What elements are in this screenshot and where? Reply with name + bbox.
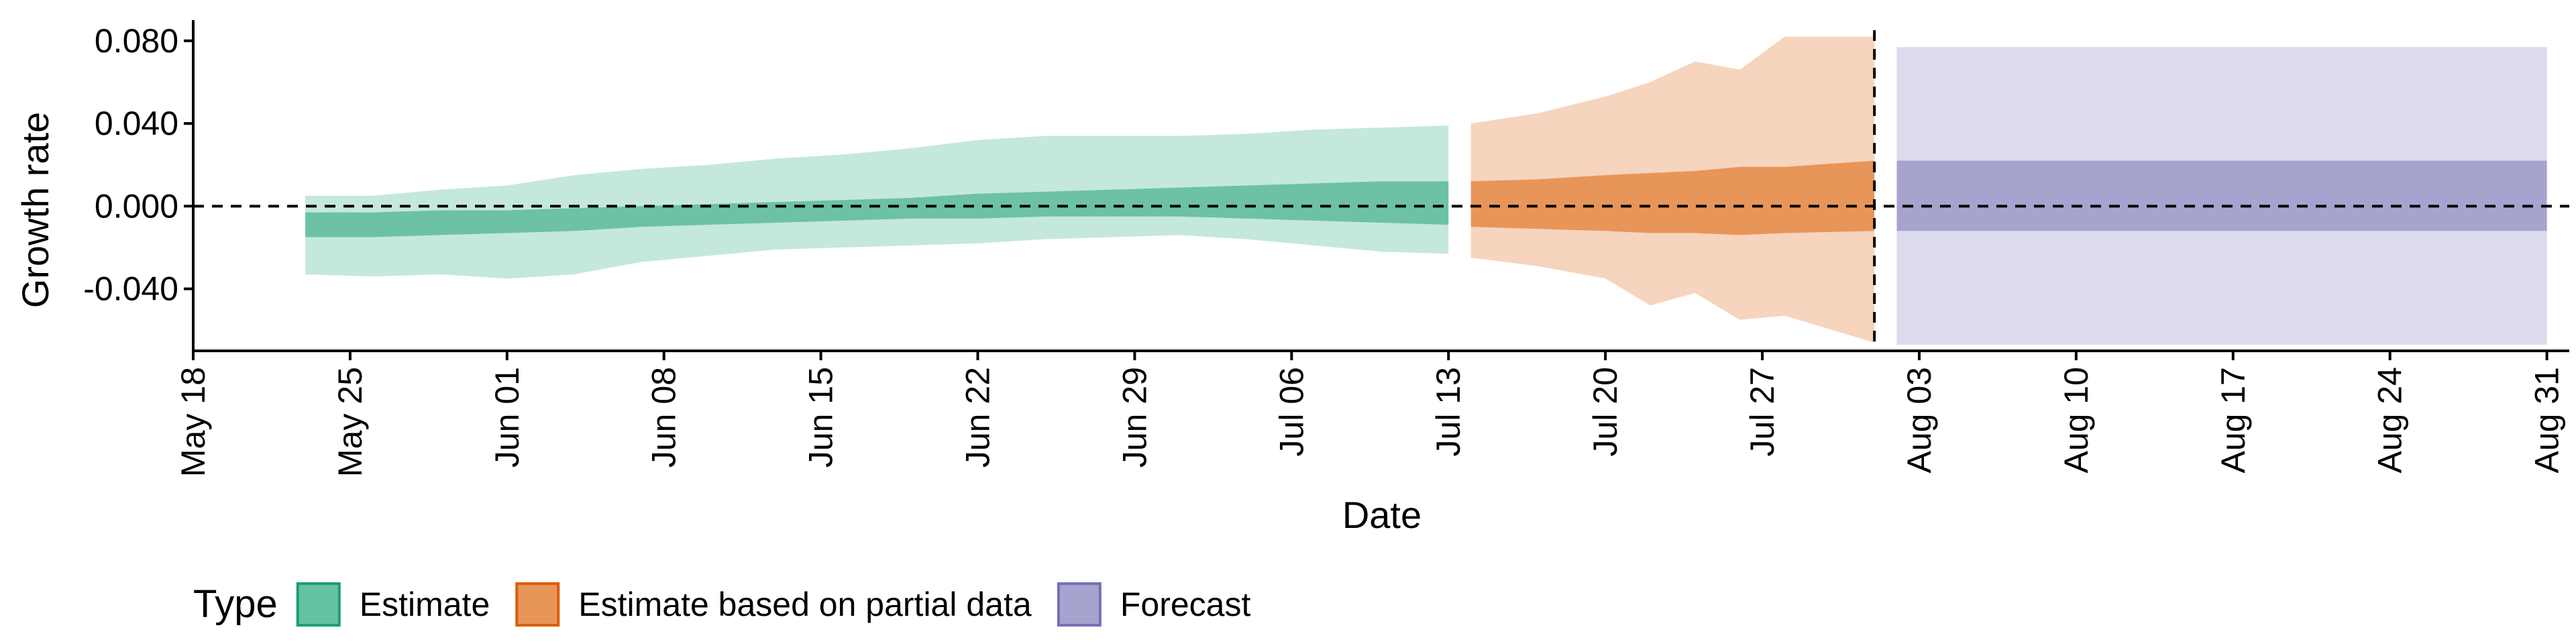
y-tick-label: 0.040 xyxy=(95,105,178,142)
y-axis-ticks: 0.080 0.040 0.000 -0.040 xyxy=(83,22,193,308)
bands-layer xyxy=(305,36,2547,345)
forecast-inner-band xyxy=(1896,160,2547,231)
x-tick-label: May 25 xyxy=(331,367,369,477)
x-tick-label: Aug 24 xyxy=(2371,367,2409,473)
x-tick-label: May 18 xyxy=(174,367,212,477)
legend-key-estimate xyxy=(296,582,341,627)
x-tick-label: Jul 27 xyxy=(1743,367,1781,456)
y-tick-label: 0.080 xyxy=(95,22,178,60)
reference-lines xyxy=(193,30,2569,351)
x-tick-label: Jun 29 xyxy=(1116,367,1153,468)
y-axis-title: Growth rate xyxy=(14,112,56,309)
legend-key-forecast xyxy=(1057,582,1102,627)
x-tick-label: Aug 17 xyxy=(2214,367,2252,473)
legend-label-estimate-based-on-partial-data: Estimate based on partial data xyxy=(578,586,1032,623)
y-tick-label: -0.040 xyxy=(83,270,178,308)
x-tick-label: Jun 08 xyxy=(645,367,683,468)
x-tick-label: Jul 20 xyxy=(1587,367,1624,456)
legend-label-estimate: Estimate xyxy=(360,586,490,623)
x-tick-label: Aug 03 xyxy=(1900,367,1938,473)
x-axis-title: Date xyxy=(1342,494,1421,536)
y-tick-label: 0.000 xyxy=(95,187,178,225)
x-tick-label: Jul 13 xyxy=(1430,367,1467,456)
x-tick-label: Aug 10 xyxy=(2057,367,2095,473)
x-tick-label: Aug 31 xyxy=(2528,367,2566,473)
x-tick-label: Jun 22 xyxy=(959,367,997,468)
legend-label-forecast: Forecast xyxy=(1120,586,1251,623)
axes xyxy=(192,20,2569,352)
legend-title: Type xyxy=(193,582,278,626)
estimate-based-on-partial-data-inner-band xyxy=(1470,160,1875,235)
legend: Type Estimate Estimate based on partial d… xyxy=(193,582,1251,627)
x-tick-label: Jul 06 xyxy=(1273,367,1310,456)
x-tick-label: Jun 01 xyxy=(488,367,526,468)
x-axis-ticks: May 18 May 25 Jun 01 Jun 08 Jun 15 Jun 22 Jun … xyxy=(174,351,2566,477)
x-tick-label: Jun 15 xyxy=(802,367,840,468)
estimate-inner-band xyxy=(305,181,1449,237)
legend-key-estimate-based-on-partial-data xyxy=(515,582,560,627)
